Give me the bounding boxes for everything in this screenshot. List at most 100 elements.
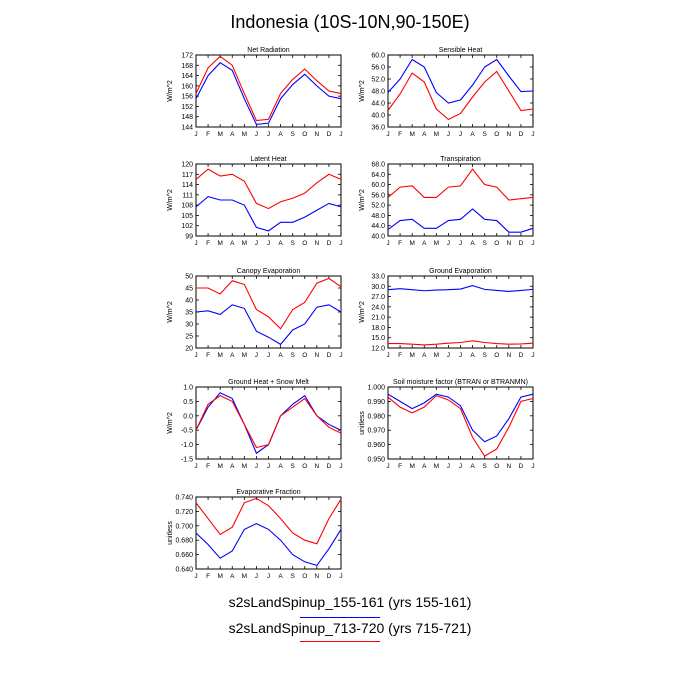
series-line-1: [387, 393, 534, 443]
x-tick-label: D: [327, 573, 332, 580]
x-tick-label: J: [459, 352, 462, 359]
series-line-1: [195, 62, 342, 126]
y-tick-label: 108: [181, 203, 193, 210]
x-tick-label: M: [217, 131, 222, 138]
y-tick-label: 102: [181, 223, 193, 230]
y-tick-label: 164: [181, 73, 193, 80]
y-tick-label: 0.660: [175, 552, 193, 559]
series-line-2: [387, 70, 534, 121]
x-tick-label: J: [447, 463, 450, 470]
chart-panel-latent-heat: Latent Heat W/m^2 99 102 105 108 111 114 117 120 J…: [167, 156, 343, 247]
y-tick-label: 50: [185, 274, 193, 281]
x-tick-label: O: [494, 463, 499, 470]
x-tick-label: D: [327, 463, 332, 470]
x-tick-label: O: [302, 131, 307, 138]
y-tick-label: 0.960: [367, 442, 385, 449]
plot-frame: [387, 275, 534, 349]
series-line-1: [195, 195, 342, 232]
y-tick-label: 0.700: [175, 523, 193, 530]
y-axis-label: W/m^2: [359, 189, 366, 211]
x-tick-label: F: [206, 463, 210, 470]
x-tick-label: F: [206, 240, 210, 247]
x-tick-label: M: [409, 463, 414, 470]
x-tick-label: S: [290, 240, 295, 247]
y-tick-label: 168: [181, 63, 193, 70]
y-tick-label: 12.0: [371, 346, 385, 353]
y-tick-label: 0.640: [175, 567, 193, 574]
y-tick-label: 1.000: [367, 385, 385, 392]
x-tick-label: S: [482, 131, 487, 138]
x-tick-label: M: [434, 240, 439, 247]
y-tick-label: 40.0: [371, 113, 385, 120]
x-tick-label: N: [314, 352, 319, 359]
x-tick-label: J: [531, 131, 534, 138]
series-line-1: [387, 208, 534, 233]
y-tick-label: 144: [181, 125, 193, 132]
figure-title: Indonesia (10S-10N,90-150E): [230, 12, 469, 32]
x-tick-label: M: [409, 352, 414, 359]
x-tick-label: N: [314, 463, 319, 470]
y-axis-label: unitless: [167, 521, 174, 545]
x-tick-label: N: [506, 240, 511, 247]
x-tick-label: F: [398, 131, 402, 138]
y-tick-label: 152: [181, 104, 193, 111]
y-tick-label: 0.950: [367, 457, 385, 464]
y-tick-label: 15.0: [371, 335, 385, 342]
x-tick-label: M: [217, 573, 222, 580]
y-tick-label: 45: [185, 286, 193, 293]
panel-title: Sensible Heat: [439, 47, 483, 54]
y-axis-label: unitless: [359, 411, 366, 435]
y-tick-label: 56.0: [371, 65, 385, 72]
x-tick-label: M: [217, 352, 222, 359]
y-tick-label: 30.0: [371, 284, 385, 291]
x-tick-label: A: [470, 352, 475, 359]
y-tick-label: 0.740: [175, 495, 193, 502]
chart-panel-soil-moisture-factor-btran-or-btranmn: Soil moisture factor (BTRAN or BTRANMN) u…: [359, 379, 535, 470]
x-tick-label: J: [531, 240, 534, 247]
y-tick-label: 0.680: [175, 538, 193, 545]
x-tick-label: A: [230, 240, 235, 247]
x-tick-label: D: [327, 352, 332, 359]
y-tick-label: 27.0: [371, 294, 385, 301]
y-tick-label: 111: [182, 192, 193, 199]
series-line-1: [387, 58, 534, 104]
x-tick-label: M: [409, 131, 414, 138]
y-tick-label: 156: [181, 94, 193, 101]
x-tick-label: O: [494, 240, 499, 247]
y-tick-label: 48.0: [371, 213, 385, 220]
y-tick-label: 25: [185, 334, 193, 341]
x-tick-label: J: [267, 573, 270, 580]
x-tick-label: M: [242, 573, 247, 580]
x-tick-label: J: [267, 240, 270, 247]
x-tick-label: A: [278, 352, 283, 359]
chart-panel-sensible-heat: Sensible Heat W/m^2 36.0 40.0 44.0 48.0 52.0 56…: [359, 47, 535, 138]
y-tick-label: 160: [181, 83, 193, 90]
x-tick-label: J: [339, 240, 342, 247]
series-line-1: [195, 304, 342, 346]
x-tick-label: F: [398, 352, 402, 359]
x-tick-label: J: [459, 240, 462, 247]
chart-panel-net-radiation: Net Radiation W/m^2 144 148 152 156 160 164 168 1…: [167, 47, 343, 138]
y-tick-label: 0.970: [367, 428, 385, 435]
x-tick-label: N: [314, 240, 319, 247]
x-tick-label: A: [422, 463, 427, 470]
series-line-2: [388, 340, 534, 346]
x-tick-label: J: [386, 240, 389, 247]
y-tick-label: 68.0: [371, 162, 385, 169]
x-tick-label: S: [290, 352, 295, 359]
x-tick-label: F: [206, 131, 210, 138]
legend-line-series-1: [300, 617, 380, 618]
y-tick-label: 1.0: [183, 385, 193, 392]
y-tick-label: 99: [185, 234, 193, 241]
x-tick-label: A: [278, 573, 283, 580]
x-tick-label: N: [506, 463, 511, 470]
x-tick-label: D: [327, 131, 332, 138]
y-tick-label: 44.0: [371, 223, 385, 230]
plot-frame: [387, 54, 534, 128]
x-tick-label: S: [482, 352, 487, 359]
series-line-2: [387, 395, 534, 457]
x-tick-label: F: [206, 352, 210, 359]
x-tick-label: O: [302, 573, 307, 580]
